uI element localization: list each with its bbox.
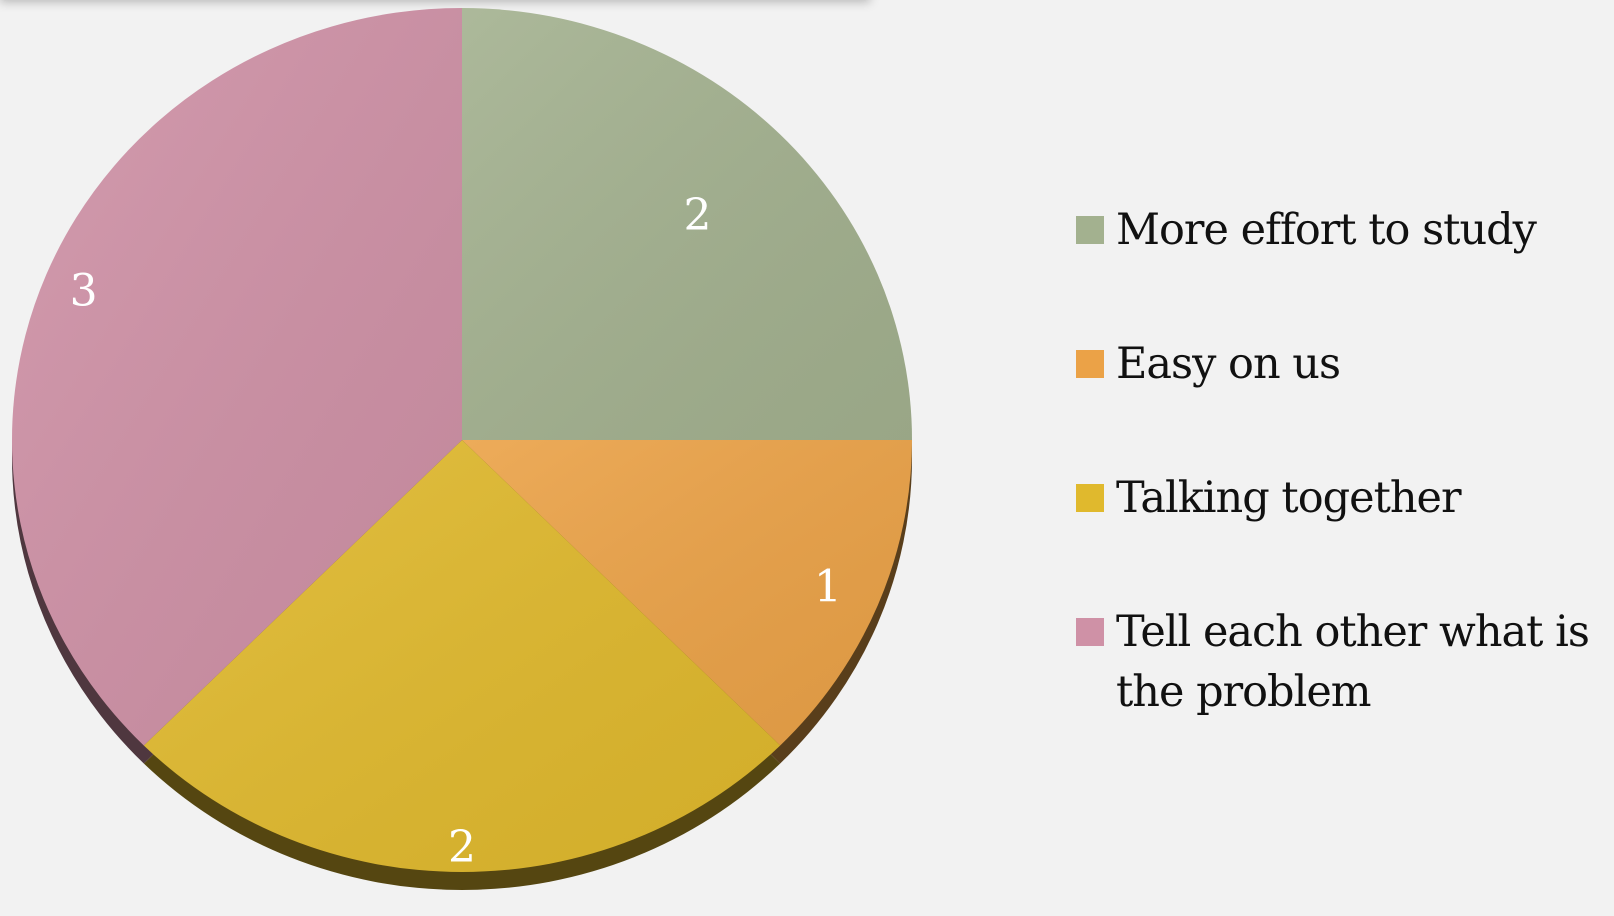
pie-data-label: 1 [814, 561, 842, 612]
legend-swatch [1076, 350, 1104, 378]
legend-label: More effort to study [1116, 205, 1537, 255]
pie-slice-sheen [143, 440, 781, 873]
legend-swatch [1076, 618, 1104, 646]
pie-slices [11, 8, 912, 873]
legend-item: Talking together [1076, 468, 1462, 528]
pie-data-label: 3 [70, 266, 98, 317]
legend-swatch [1076, 216, 1104, 244]
pie-data-label: 2 [683, 190, 711, 241]
pie-chart: 2 1 2 3 [11, 8, 912, 890]
legend-label: Easy on us [1116, 339, 1341, 389]
pie-slice-sheen [462, 8, 912, 440]
legend-item: Easy on us [1076, 334, 1341, 394]
legend-item: More effort to study [1076, 200, 1537, 260]
pie-data-labels: 2 1 2 3 [70, 190, 842, 873]
pie-data-label: 2 [448, 822, 476, 873]
legend-label: Talking together [1116, 473, 1462, 523]
legend-swatch [1076, 484, 1104, 512]
legend-label: Tell each other what is the problem [1116, 607, 1590, 717]
pie-slice-sheen [462, 440, 912, 746]
legend-item: Tell each other what is the problem [1076, 602, 1614, 722]
pie-slice-sheen [11, 8, 463, 746]
